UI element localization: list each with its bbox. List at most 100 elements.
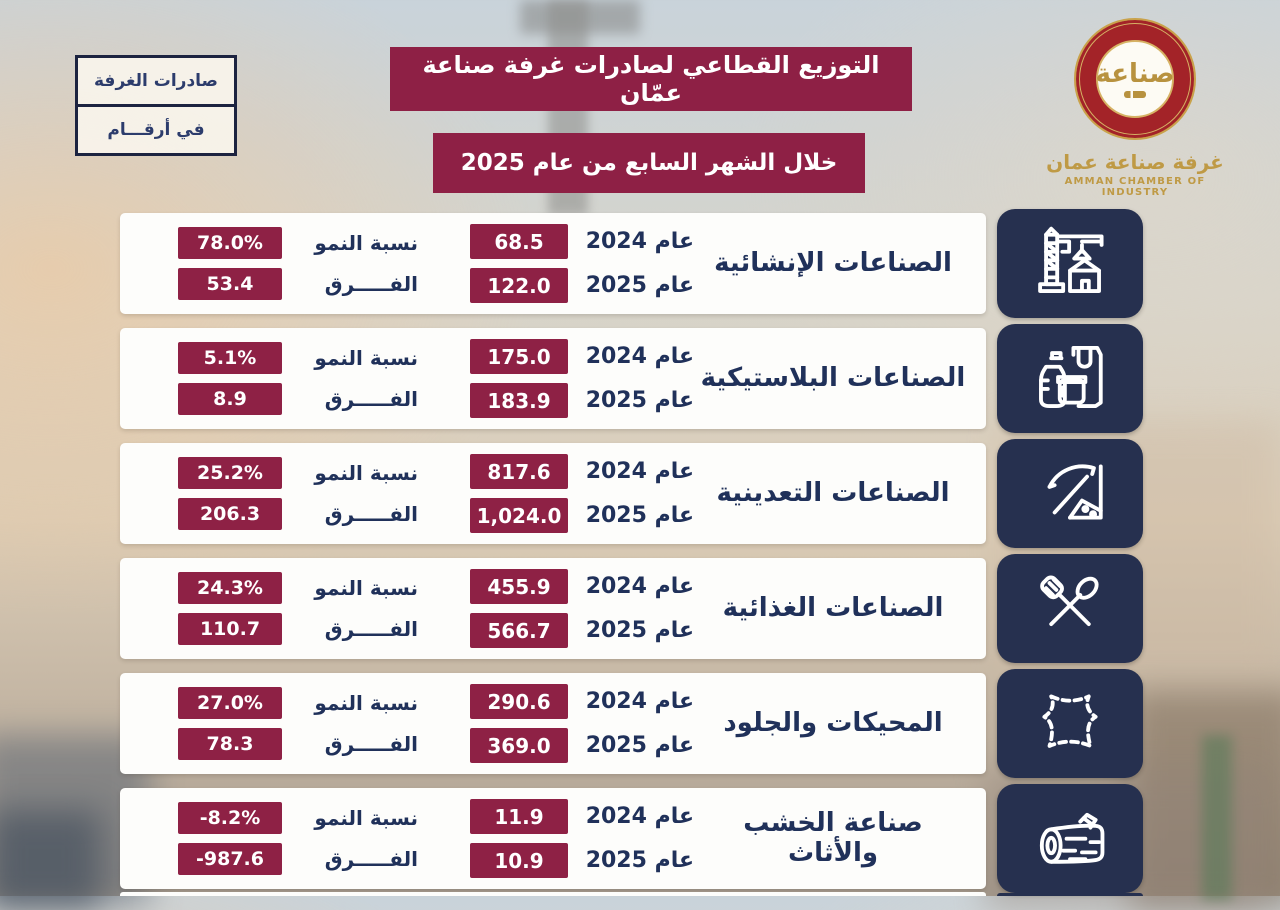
sector-icon-tile: [997, 209, 1143, 318]
sector-panel: المحيكات والجلود عام 2024 290.6 عام 2025…: [120, 673, 986, 774]
value-2025-badge: 566.7: [470, 613, 568, 648]
difference-badge: 53.4: [178, 268, 282, 300]
value-2024-badge: 290.6: [470, 684, 568, 719]
difference-badge: 8.9: [178, 383, 282, 415]
value-2024-badge: 68.5: [470, 224, 568, 259]
sector-row: صناعة الخشب والأثاث عام 2024 11.9 عام 20…: [0, 784, 1280, 893]
year-values: عام 2024 817.6 عام 2025 1,024.0: [446, 454, 694, 533]
value-2025-badge: 183.9: [470, 383, 568, 418]
sector-name: الصناعات الإنشائية: [714, 247, 952, 278]
growth-rate-badge: 25.2%: [178, 457, 282, 489]
stamp-line-1: صادرات الغرفة: [94, 71, 218, 91]
year-values: عام 2024 175.0 عام 2025 183.9: [446, 339, 694, 418]
difference-label: الفـــــرق: [324, 387, 418, 411]
sector-name: الصناعات التعدينية: [716, 477, 950, 508]
growth-values: نسبة النمو 25.2% الفـــــرق 206.3: [156, 457, 418, 530]
difference-label: الفـــــرق: [324, 847, 418, 871]
value-2025-badge: 122.0: [470, 268, 568, 303]
year-2025-label: عام 2025: [585, 733, 694, 758]
sector-row: المحيكات والجلود عام 2024 290.6 عام 2025…: [0, 669, 1280, 778]
difference-label: الفـــــرق: [324, 272, 418, 296]
sector-panel: صناعة الخشب والأثاث عام 2024 11.9 عام 20…: [120, 788, 986, 889]
page-subtitle: خلال الشهر السابع من عام 2025: [433, 133, 865, 193]
growth-rate-label: نسبة النمو: [314, 691, 418, 715]
year-values: عام 2024 290.6 عام 2025 369.0: [446, 684, 694, 763]
growth-rate-badge: -8.2%: [178, 802, 282, 834]
year-values: عام 2024 68.5 عام 2025 122.0: [446, 224, 694, 303]
sector-icon-tile: [997, 554, 1143, 663]
year-2024-label: عام 2024: [585, 689, 694, 714]
growth-values: نسبة النمو 5.1% الفـــــرق 8.9: [156, 342, 418, 415]
sector-name: الصناعات الغذائية: [722, 592, 944, 623]
year-2024-label: عام 2024: [585, 229, 694, 254]
difference-badge: 78.3: [178, 728, 282, 760]
year-2025-label: عام 2025: [585, 848, 694, 873]
year-2025-label: عام 2025: [585, 388, 694, 413]
year-values: عام 2024 11.9 عام 2025 10.9: [446, 799, 694, 878]
sector-panel: الصناعات الغذائية عام 2024 455.9 عام 202…: [120, 558, 986, 659]
chamber-logo: صناعة غرفة صناعة عمان AMMAN CHAMBER OF I…: [1035, 18, 1235, 198]
sector-name: المحيكات والجلود: [723, 707, 943, 738]
sector-row: الصناعات البلاستيكية عام 2024 175.0 عام …: [0, 324, 1280, 433]
cutlery-icon: [1029, 566, 1111, 652]
year-2024-label: عام 2024: [585, 574, 694, 599]
logo-inner-circle: صناعة: [1095, 40, 1175, 118]
partial-next-row-panel: [120, 892, 986, 896]
value-2025-badge: 369.0: [470, 728, 568, 763]
sector-name: صناعة الخشب والأثاث: [743, 807, 923, 868]
value-2024-badge: 11.9: [470, 799, 568, 834]
exports-in-numbers-stamp: صادرات الغرفة في أرقـــام: [75, 55, 237, 156]
difference-label: الفـــــرق: [324, 502, 418, 526]
value-2024-badge: 455.9: [470, 569, 568, 604]
sector-icon-tile: [997, 324, 1143, 433]
sector-panel: الصناعات الإنشائية عام 2024 68.5 عام 202…: [120, 213, 986, 314]
difference-badge: 206.3: [178, 498, 282, 530]
sector-row: الصناعات التعدينية عام 2024 817.6 عام 20…: [0, 439, 1280, 548]
difference-badge: 110.7: [178, 613, 282, 645]
year-2024-label: عام 2024: [585, 804, 694, 829]
growth-rate-label: نسبة النمو: [314, 576, 418, 600]
page-title: التوزيع القطاعي لصادرات غرفة صناعة عمّان: [390, 47, 912, 111]
sector-panel: الصناعات التعدينية عام 2024 817.6 عام 20…: [120, 443, 986, 544]
growth-rate-label: نسبة النمو: [314, 461, 418, 485]
year-2025-label: عام 2025: [585, 503, 694, 528]
sector-icon-tile: [997, 439, 1143, 548]
org-name-arabic: غرفة صناعة عمان: [1046, 150, 1224, 174]
year-2025-label: عام 2025: [585, 618, 694, 643]
growth-values: نسبة النمو 78.0% الفـــــرق 53.4: [156, 227, 418, 300]
growth-rate-label: نسبة النمو: [314, 806, 418, 830]
year-2024-label: عام 2024: [585, 344, 694, 369]
org-name-english: AMMAN CHAMBER OF INDUSTRY: [1064, 176, 1206, 198]
difference-label: الفـــــرق: [324, 617, 418, 641]
growth-rate-label: نسبة النمو: [314, 346, 418, 370]
crane-icon: [1029, 221, 1111, 307]
value-2025-badge: 10.9: [470, 843, 568, 878]
growth-values: نسبة النمو -8.2% الفـــــرق -987.6: [156, 802, 418, 875]
pickaxe-icon: [1029, 451, 1111, 537]
sector-icon-tile: [997, 784, 1143, 893]
stamp-line-2: في أرقـــام: [78, 104, 234, 153]
sector-row: الصناعات الغذائية عام 2024 455.9 عام 202…: [0, 554, 1280, 663]
growth-rate-badge: 27.0%: [178, 687, 282, 719]
value-2024-badge: 817.6: [470, 454, 568, 489]
plastics-icon: [1029, 336, 1111, 422]
background-crane-silhouette: [520, 0, 640, 34]
difference-badge: -987.6: [178, 843, 282, 875]
log-icon: [1029, 796, 1111, 882]
leather-icon: [1029, 681, 1111, 767]
logo-ornament: [1124, 90, 1146, 98]
year-2025-label: عام 2025: [585, 273, 694, 298]
sector-icon-tile: [997, 669, 1143, 778]
sector-panel: الصناعات البلاستيكية عام 2024 175.0 عام …: [120, 328, 986, 429]
sector-name: الصناعات البلاستيكية: [700, 362, 966, 393]
sector-row: الصناعات الإنشائية عام 2024 68.5 عام 202…: [0, 209, 1280, 318]
growth-values: نسبة النمو 27.0% الفـــــرق 78.3: [156, 687, 418, 760]
partial-next-row-tile: [997, 893, 1143, 896]
sector-rows: الصناعات الإنشائية عام 2024 68.5 عام 202…: [0, 209, 1280, 903]
growth-rate-badge: 78.0%: [178, 227, 282, 259]
logo-ring: صناعة: [1074, 18, 1196, 140]
growth-rate-label: نسبة النمو: [314, 231, 418, 255]
year-2024-label: عام 2024: [585, 459, 694, 484]
value-2025-badge: 1,024.0: [470, 498, 568, 533]
year-values: عام 2024 455.9 عام 2025 566.7: [446, 569, 694, 648]
